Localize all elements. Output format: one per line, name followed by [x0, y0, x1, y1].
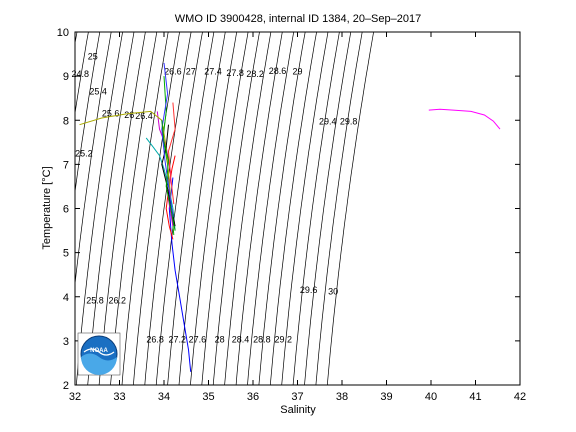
contour-label: 27.8	[226, 68, 244, 78]
y-tick-label: 5	[63, 248, 69, 260]
contour-label: 26.8	[146, 335, 164, 345]
contour-label: 30	[328, 287, 338, 297]
isopycnal-line	[75, 32, 78, 46]
contour-label: 28.6	[269, 66, 287, 76]
profile-line	[168, 177, 192, 372]
y-axis-label: Temperature [°C]	[41, 166, 53, 249]
isopycnal-line	[258, 32, 306, 385]
contour-label: 25	[88, 51, 98, 61]
contour-label: 29	[292, 67, 302, 77]
x-axis-label: Salinity	[280, 404, 316, 416]
contour-label: 28.8	[253, 335, 271, 345]
isopycnal-line	[167, 32, 215, 385]
isopycnal-line	[0, 32, 43, 385]
isopycnal-line	[247, 32, 295, 385]
profile-line	[428, 108, 501, 130]
contour-label: 27.4	[204, 67, 222, 77]
x-tick-label: 42	[514, 391, 526, 403]
x-tick-label: 38	[336, 391, 348, 403]
isopycnal-line	[75, 32, 89, 116]
noaa-logo: NOAA	[77, 332, 121, 376]
profile-lines	[79, 62, 501, 372]
contour-label: 28.4	[232, 335, 250, 345]
contour-label: 25.6	[102, 109, 120, 119]
isopycnal-line	[281, 32, 329, 385]
isopycnal-line	[292, 32, 340, 385]
isopycnal-line	[315, 32, 363, 385]
plot-frame	[74, 31, 521, 386]
y-tick-label: 4	[63, 292, 69, 304]
isopycnal-line	[98, 32, 146, 385]
x-axis-ticks: 32 33 34 35 36 37 38 39 40 41 42	[69, 32, 526, 403]
x-tick-label: 37	[291, 391, 303, 403]
contour-label: 25.8	[86, 295, 104, 305]
contour-label: 25.2	[75, 148, 93, 158]
isopycnal-line	[190, 32, 238, 385]
isopycnal-line	[75, 32, 101, 195]
x-tick-label: 33	[113, 391, 125, 403]
y-tick-label: 9	[63, 71, 69, 83]
profile-line	[145, 137, 176, 231]
y-tick-label: 2	[63, 380, 69, 392]
profile-line	[161, 120, 176, 231]
x-tick-label: 39	[380, 391, 392, 403]
profile-line	[165, 155, 176, 240]
contour-label: 26.4	[135, 111, 153, 121]
isopycnal-line	[121, 32, 169, 385]
isopycnal-line	[133, 32, 180, 385]
chart-title: WMO ID 3900428, internal ID 1384, 20–Sep…	[175, 13, 421, 25]
isopycnal-line	[224, 32, 272, 385]
y-tick-label: 7	[63, 159, 69, 171]
isopycnal-line	[75, 32, 123, 385]
x-tick-label: 32	[69, 391, 81, 403]
isopycnal-line	[304, 32, 352, 385]
profile-line	[161, 62, 174, 218]
profile-line	[167, 102, 176, 205]
contour-label: 28	[215, 335, 225, 345]
contour-label: 28.2	[246, 69, 264, 79]
contour-label: 29.2	[275, 335, 293, 345]
isopycnal-line	[326, 32, 374, 385]
isopycnal-line	[155, 32, 203, 385]
x-tick-label: 35	[202, 391, 214, 403]
noaa-logo-text: NOAA	[90, 348, 108, 354]
y-axis-ticks: 2 3 4 5 6 7 8 9 10	[57, 27, 520, 392]
contour-label: 27.6	[189, 335, 207, 345]
isopycnal-line	[269, 32, 317, 385]
profile-line	[79, 110, 172, 200]
y-tick-label: 3	[63, 336, 69, 348]
contour-label: 27	[186, 67, 196, 77]
x-tick-label: 34	[158, 391, 170, 403]
isopycnal-line	[110, 32, 158, 385]
isopycnal-line	[144, 32, 192, 385]
y-tick-label: 10	[57, 27, 69, 39]
contour-label: 25.4	[89, 87, 107, 97]
contour-label: 26	[124, 110, 134, 120]
isopycnal-line	[201, 32, 249, 385]
x-tick-label: 41	[469, 391, 481, 403]
contour-label: 29.6	[300, 285, 318, 295]
contour-label: 29.4	[319, 117, 337, 127]
contour-label: 26.6	[164, 67, 182, 77]
y-tick-label: 8	[63, 115, 69, 127]
isopycnal-line	[235, 32, 283, 385]
x-tick-label: 40	[425, 391, 437, 403]
contour-label: 26.2	[109, 295, 127, 305]
density-contours	[0, 32, 374, 385]
y-tick-label: 6	[63, 204, 69, 216]
contour-label: 24.8	[72, 69, 90, 79]
isopycnal-line	[75, 32, 112, 288]
isopycnal-line	[87, 32, 135, 385]
contour-label: 29.8	[340, 117, 358, 127]
isopycnal-line	[212, 32, 260, 385]
x-tick-label: 36	[247, 391, 259, 403]
contour-label: 27.2	[169, 335, 187, 345]
